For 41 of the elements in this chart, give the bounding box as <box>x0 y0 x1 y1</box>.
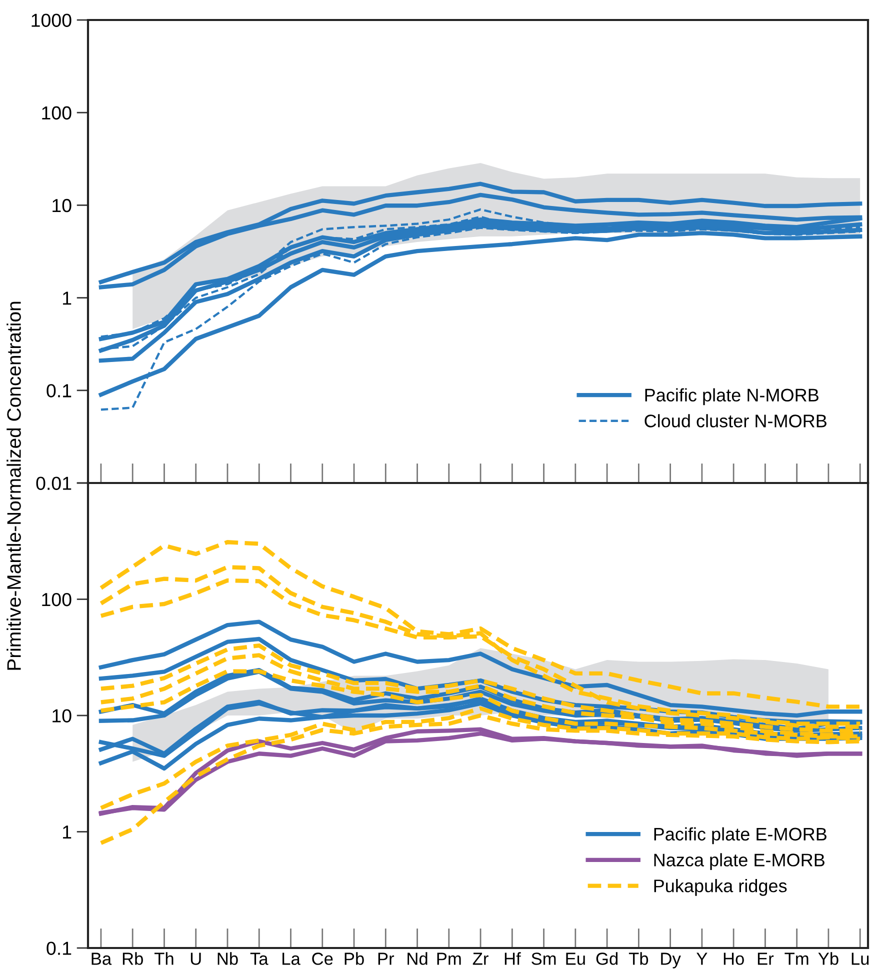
y-tick-label: 1000 <box>32 14 72 27</box>
y-tick-label: 0.1 <box>46 384 72 398</box>
x-tick-label: Y <box>696 952 708 965</box>
x-tick-label: Ho <box>724 952 744 965</box>
x-tick-label: Gd <box>596 952 618 965</box>
x-tick-label: Tm <box>784 952 808 965</box>
legend-label: Nazca plate E-MORB <box>654 853 824 870</box>
x-tick-label: Pm <box>437 952 461 965</box>
x-tick-label: Pr <box>378 952 394 965</box>
legend-label: Pacific plate N-MORB <box>645 388 818 406</box>
y-tick-label: 10 <box>52 198 72 212</box>
x-tick-label: Tb <box>628 952 648 965</box>
x-tick-label: Nd <box>408 952 428 965</box>
x-tick-label: La <box>282 952 300 965</box>
y-tick-label: 100 <box>42 106 72 120</box>
x-tick-label: Rb <box>122 952 143 965</box>
y-tick-label: 1 <box>63 826 72 839</box>
y-tick-label: 1 <box>63 292 72 305</box>
x-tick-label: Sm <box>532 952 556 965</box>
y-tick-label: 10 <box>52 709 72 722</box>
x-tick-label: Ta <box>250 952 268 965</box>
x-tick-label: Lu <box>852 952 869 965</box>
x-tick-label: Hf <box>504 952 521 965</box>
x-tick-label: Pb <box>344 952 364 965</box>
x-tick-label: Nb <box>218 952 238 965</box>
x-tick-label: Dy <box>661 952 681 968</box>
x-tick-label: Ba <box>92 952 112 965</box>
y-axis-title: Primitive-Mantle-Normalized Concentration <box>6 302 21 670</box>
x-tick-label: Ce <box>312 952 333 965</box>
y-tick-label: 0.01 <box>36 476 72 490</box>
x-tick-label: Th <box>154 952 174 965</box>
legend-label: Cloud cluster N-MORB <box>644 414 826 428</box>
legend-label: Pacific plate E-MORB <box>654 827 826 844</box>
legend-label: Pukapuka ridges <box>654 879 787 896</box>
y-tick-label: 100 <box>42 592 72 606</box>
y-tick-label: 0.1 <box>46 942 72 955</box>
x-tick-label: Er <box>758 952 774 965</box>
x-tick-label: Eu <box>566 952 585 965</box>
x-tick-label: U <box>190 952 201 965</box>
x-tick-label: Yb <box>818 952 838 965</box>
x-tick-label: Zr <box>472 952 488 965</box>
